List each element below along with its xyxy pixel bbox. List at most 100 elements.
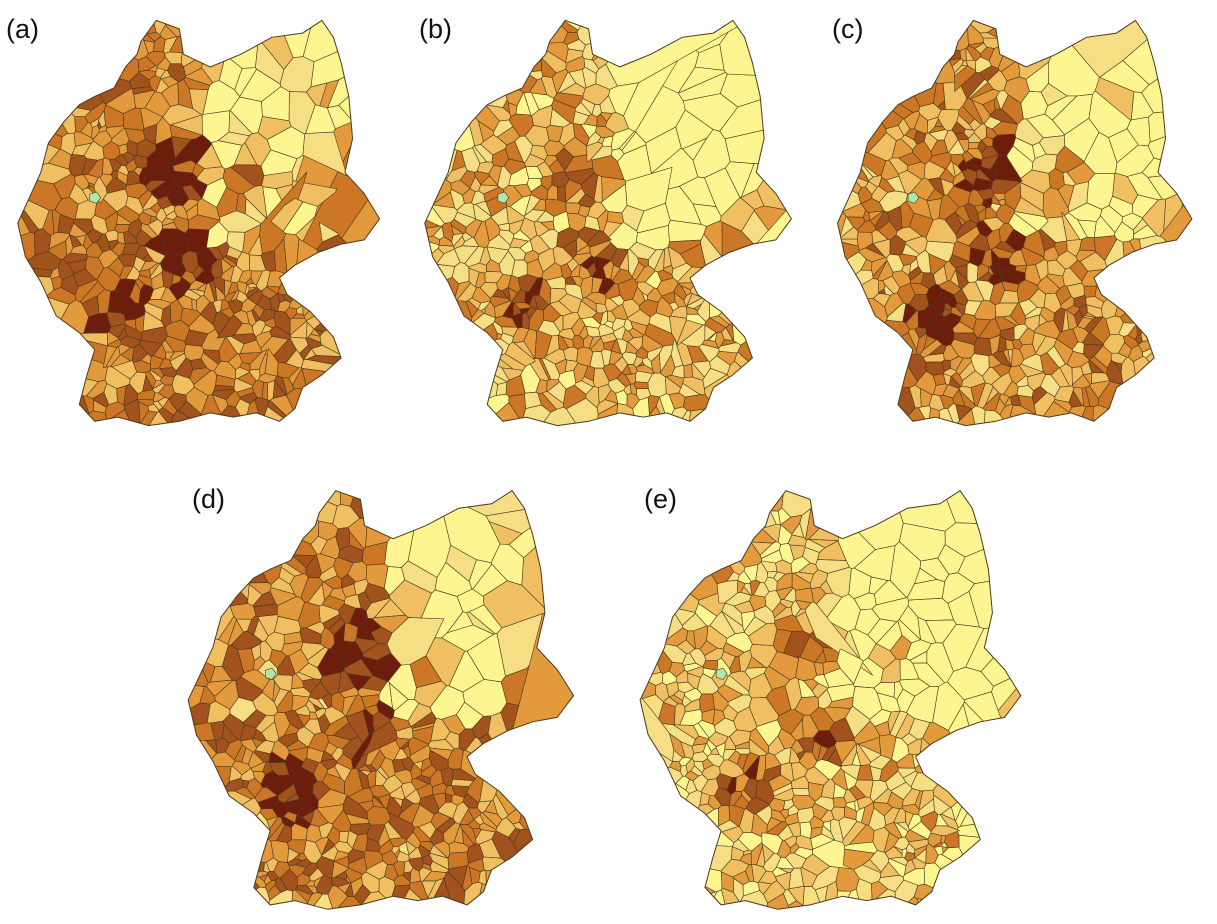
district-cell — [989, 108, 1019, 125]
district-cell — [885, 770, 907, 791]
district-cell — [338, 603, 357, 624]
district-cell — [294, 814, 311, 829]
choropleth-map-c — [836, 19, 1193, 427]
district-cell — [1047, 259, 1066, 277]
district-cell — [849, 628, 877, 662]
district-cell — [737, 294, 792, 419]
district-cell — [755, 719, 782, 747]
district-cell — [582, 335, 594, 349]
district-cell — [837, 20, 921, 113]
district-cell — [742, 881, 760, 897]
panel-label-c: (c) — [832, 14, 864, 44]
district-cell — [424, 276, 459, 323]
district-cell — [424, 20, 542, 73]
district-cell — [86, 184, 91, 189]
district-cell — [151, 271, 164, 290]
district-cell — [577, 226, 600, 244]
district-cell — [410, 777, 430, 791]
district-cell — [925, 619, 957, 644]
district-cell — [894, 896, 934, 910]
district-cell — [694, 603, 718, 627]
district-cell — [914, 845, 928, 859]
district-cell — [558, 369, 577, 390]
district-cell — [904, 829, 929, 843]
district-cell — [677, 72, 728, 102]
district-cell — [564, 283, 584, 301]
district-cell — [331, 860, 350, 879]
district-cell — [997, 335, 1007, 353]
panel-a: (a) — [0, 0, 405, 440]
panel-label-b: (b) — [419, 14, 452, 44]
district-cell — [551, 170, 570, 188]
district-cell — [857, 736, 882, 755]
district-cell — [425, 490, 574, 517]
district-cell — [110, 242, 126, 257]
district-cell — [1083, 316, 1104, 334]
district-cell — [544, 198, 567, 217]
district-cell — [340, 573, 356, 589]
district-cell — [722, 749, 736, 761]
district-cell — [495, 381, 508, 396]
district-cell — [795, 587, 814, 604]
district-cell — [338, 49, 380, 122]
district-cell — [1043, 246, 1060, 262]
district-cell — [952, 388, 966, 407]
district-cell — [1086, 173, 1116, 210]
district-cell — [716, 350, 738, 366]
district-cell — [1040, 83, 1068, 107]
district-cell — [905, 235, 928, 255]
district-cell — [872, 20, 969, 52]
district-cell — [424, 393, 510, 426]
district-cell — [680, 324, 706, 348]
district-cell — [916, 249, 932, 274]
district-cell — [923, 862, 983, 910]
district-cell — [229, 603, 257, 620]
district-cell — [188, 490, 320, 545]
district-cell — [143, 245, 166, 264]
district-cell — [1131, 194, 1159, 219]
district-cell — [1019, 343, 1037, 360]
district-cell — [627, 336, 643, 351]
district-cell — [991, 194, 1001, 206]
district-cell — [943, 302, 953, 311]
district-cell — [47, 148, 72, 170]
district-cell — [500, 702, 574, 890]
district-cell — [532, 198, 546, 212]
district-cell — [837, 319, 911, 381]
district-cell — [249, 368, 261, 382]
district-cell — [216, 314, 243, 339]
district-cell — [789, 544, 806, 561]
district-cell — [96, 20, 157, 35]
district-cell — [166, 181, 179, 207]
district-cell — [207, 246, 224, 261]
district-cell — [261, 86, 290, 122]
district-cell — [291, 313, 306, 319]
district-cell — [201, 110, 231, 144]
district-cell — [673, 690, 686, 702]
district-cell — [783, 587, 797, 603]
district-cell — [307, 583, 325, 607]
district-cell — [794, 696, 820, 716]
district-cell — [560, 263, 572, 280]
district-cell — [789, 842, 800, 854]
district-cell — [424, 129, 458, 180]
district-cells — [424, 20, 792, 426]
district-cell — [975, 56, 992, 74]
district-cells — [837, 20, 1192, 426]
district-cell — [848, 567, 872, 600]
district-cell — [253, 618, 269, 642]
district-cell — [255, 715, 275, 734]
district-cell — [553, 315, 564, 333]
district-cell — [823, 706, 851, 723]
district-cell — [289, 573, 309, 598]
district-cell — [235, 676, 264, 702]
district-cell — [227, 299, 244, 315]
district-cell — [841, 742, 858, 767]
district-cell — [305, 880, 316, 887]
district-cell — [962, 701, 1021, 842]
district-cell — [859, 160, 879, 178]
district-cell — [938, 194, 960, 220]
district-cell — [462, 792, 479, 809]
district-cell — [934, 854, 1006, 910]
district-cell — [743, 849, 752, 856]
